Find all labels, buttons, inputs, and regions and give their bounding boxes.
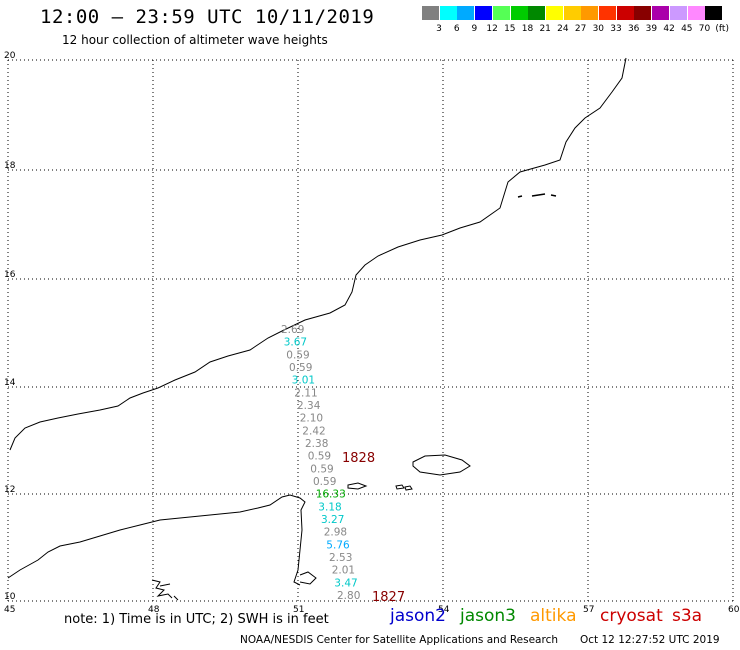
- wave-height-value: 2.80: [337, 590, 360, 602]
- latitude-label: 12: [4, 485, 15, 495]
- colorbar-swatch: [669, 6, 687, 20]
- colorbar-swatch: [634, 6, 652, 20]
- wave-height-value: 0.59: [286, 349, 309, 361]
- map-subtitle: 12 hour collection of altimeter wave hei…: [62, 33, 328, 47]
- wave-height-value: 0.59: [289, 362, 312, 374]
- map-grid: [7, 59, 734, 602]
- colorbar-swatch: [510, 6, 528, 20]
- wave-height-value: 2.98: [324, 527, 347, 539]
- colorbar-swatch: [581, 6, 599, 20]
- longitude-label: 45: [4, 605, 15, 615]
- axis-labels: 45 48 51 54 57 60 20 18 16 14 12 10: [4, 51, 740, 615]
- somali-coastline: [7, 494, 306, 586]
- colorbar-label: 9: [471, 24, 478, 34]
- altimeter-track: 2.693.670.590.593.012.112.342.102.422.38…: [281, 324, 360, 602]
- latitude-label: 18: [4, 161, 16, 171]
- longitude-label: 57: [583, 605, 594, 615]
- wave-height-value: 2.11: [294, 387, 317, 399]
- longitude-label: 51: [293, 605, 304, 615]
- longitude-label: 54: [438, 605, 450, 615]
- wave-height-value: 2.53: [329, 552, 352, 564]
- footer-note: note: 1) Time is in UTC; 2) SWH is in fe…: [64, 612, 329, 627]
- legend-jason2: jason2: [390, 606, 446, 626]
- colorbar-label: 70: [698, 24, 711, 34]
- latitude-label: 16: [4, 270, 16, 280]
- latitude-label: 20: [4, 51, 16, 61]
- small-island-2: [404, 485, 413, 491]
- wave-height-value: 2.34: [297, 400, 321, 412]
- colorbar-label: (ft): [715, 24, 729, 34]
- colorbar-label: 33: [610, 24, 622, 34]
- colorbar-swatch: [687, 6, 705, 20]
- small-island-1: [395, 484, 405, 490]
- colorbar-label: 45: [681, 24, 693, 34]
- colorbar-swatch: [652, 6, 670, 20]
- wave-height-value: 3.01: [292, 375, 315, 387]
- wave-height-value: 2.42: [302, 425, 325, 437]
- socotra-island: [412, 454, 471, 476]
- legend-cryosat: cryosat: [600, 606, 663, 626]
- colorbar-label: 12: [486, 24, 498, 34]
- pass-label-1828: 1828: [342, 451, 375, 466]
- colorbar-swatch: [616, 6, 634, 20]
- wave-height-value: 3.67: [284, 337, 307, 349]
- wave-height-value: 0.59: [308, 451, 331, 463]
- colorbar-label: 27: [574, 24, 587, 34]
- wave-height-value: 3.47: [334, 577, 357, 589]
- latitude-label: 10: [4, 592, 16, 602]
- colorbar-label: 24: [557, 24, 569, 34]
- colorbar-swatch: [599, 6, 616, 20]
- colorbar-swatch: [422, 6, 439, 20]
- kuria-muria-islands: [517, 193, 557, 198]
- colorbar-swatch: [439, 6, 457, 20]
- legend-jason3: jason3: [460, 606, 516, 626]
- map-title: 12:00 — 23:59 UTC 10/11/2019: [40, 6, 375, 28]
- longitude-label: 60: [728, 605, 740, 615]
- colorbar-label: 30: [592, 24, 605, 34]
- coastal-islets: [151, 579, 179, 601]
- credit-line: NOAA/NESDIS Center for Satellite Applica…: [240, 634, 558, 646]
- wave-height-value: 2.01: [332, 565, 355, 577]
- colorbar-swatch: [475, 6, 493, 20]
- wave-height-value: 3.18: [318, 501, 341, 513]
- colorbar-label: 36: [627, 24, 640, 34]
- latitude-label: 14: [4, 378, 16, 388]
- wave-height-value: 3.27: [321, 514, 344, 526]
- colorbar-swatch: [528, 6, 546, 20]
- colorbar-label: 21: [539, 24, 551, 34]
- wave-height-value: 16.33: [316, 489, 346, 501]
- legend-altika: altika: [530, 606, 577, 626]
- colorbar-label: 15: [504, 24, 516, 34]
- generated-timestamp: Oct 12 12:27:52 UTC 2019: [580, 634, 720, 646]
- colorbar-label: 42: [663, 24, 675, 34]
- colorbar-label: 39: [645, 24, 658, 34]
- colorbar-swatch: [563, 6, 581, 20]
- wave-height-value: 0.59: [310, 463, 333, 475]
- colorbar-label: 3: [436, 24, 442, 34]
- horn-of-africa-tip: [299, 571, 317, 585]
- colorbar-swatch: [705, 6, 723, 20]
- wave-height-value: 2.38: [305, 438, 328, 450]
- colorbar-swatch: [457, 6, 475, 20]
- wave-height-value: 5.76: [326, 539, 350, 551]
- wave-height-value: 2.10: [300, 413, 323, 425]
- pass-label-1827: 1827: [372, 590, 405, 605]
- wave-height-value: 0.59: [313, 476, 336, 488]
- longitude-label: 48: [148, 605, 160, 615]
- legend-s3a: s3a: [672, 606, 703, 626]
- colorbar-swatch: [545, 6, 563, 20]
- abd-al-kuri-island: [347, 482, 368, 490]
- colorbar-label: 18: [521, 24, 534, 34]
- colorbar-swatch: [492, 6, 510, 20]
- coastline: [7, 57, 627, 601]
- colorbar-label: 6: [453, 24, 460, 34]
- wave-height-value: 2.69: [281, 324, 304, 336]
- arabian-coastline: [9, 57, 627, 451]
